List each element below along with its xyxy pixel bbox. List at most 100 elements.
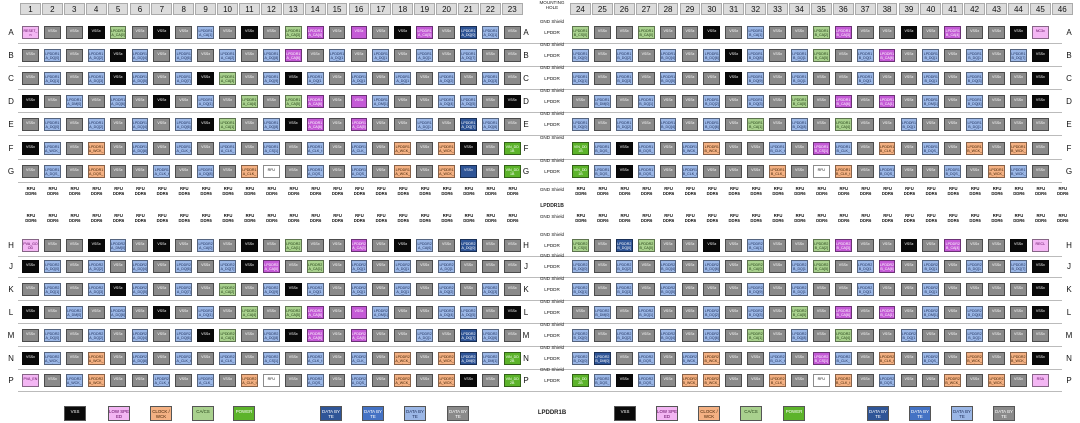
pin-A-13: LPDDR1A_CA[3] — [284, 26, 302, 39]
pin-E-5: VSSx — [109, 118, 127, 131]
row-label-mid-F: F — [523, 144, 529, 153]
pin-D-31: VSSx — [725, 95, 743, 108]
pin-L-27: LPDDR2B_DQ[1] — [637, 306, 655, 319]
pin-D-8: VSSx — [175, 95, 193, 108]
pin-F-27: LPDDR1B_DQS_c — [637, 142, 655, 155]
column-header-37: 37 — [854, 3, 876, 15]
pin-G-25: LPDDR1B_DQS_c — [593, 165, 611, 178]
pin-P-45: RSA — [1031, 374, 1049, 387]
pin-E-29: VSSx — [681, 118, 699, 131]
pin-L-36: LPDDR2B_CA[6] — [834, 306, 852, 319]
pin-N-41: VSSx — [944, 352, 962, 365]
pin-G-6: VSSx — [131, 165, 149, 178]
pin-B-36: VSSx — [834, 49, 852, 62]
pin-P-8: VSSx — [175, 374, 193, 387]
pin-D-18: VSSx — [394, 95, 412, 108]
pin-G-37: VSSx — [856, 165, 874, 178]
pin-E-42: LPDDR1B_DQ[14] — [966, 118, 984, 131]
column-header-7: 7 — [151, 3, 173, 15]
row-label-mid-G: G — [522, 167, 530, 176]
column-header-39: 39 — [898, 3, 920, 15]
pin-H-6: VSSx — [131, 239, 149, 252]
pin-B-31: VSSx — [725, 49, 743, 62]
pin-N-20: LPDDR2A_WCK_c — [438, 352, 455, 365]
pin-G-7: LPDDR1A_CLK_t — [153, 165, 171, 178]
pin-P-38: LPDDR2B_DQS_c — [878, 374, 896, 387]
pin-M-41: VSSx — [944, 329, 962, 342]
pin-A-15: VSSx — [328, 26, 346, 39]
pin-D-25: LPDDR1B_DM[0] — [593, 95, 611, 108]
pin-N-19: VSSx — [416, 352, 434, 365]
row-label-left-M: M — [7, 331, 15, 340]
rfu-band-2-pin-13: RFU DDR6 — [288, 213, 300, 223]
rfu-band-2-pin-44: RFU DDR6 — [1013, 213, 1025, 223]
rfu-band-1-pin-7: RFU DDR6 — [156, 186, 169, 196]
pin-K-40: LPDDR2B_DQ[15] — [922, 283, 940, 296]
pin-A-30: VSSx — [703, 26, 721, 39]
pin-H-34: VSSx — [791, 239, 808, 252]
pin-M-4: LPDDR2A_DQ[2] — [87, 329, 105, 342]
pin-D-15: VSSx — [328, 95, 346, 108]
legend-left-data-byte: DATA BYTE — [404, 406, 426, 421]
pin-M-40: VSSx — [922, 329, 940, 342]
gnd-shield-M: GND Shield — [539, 322, 565, 327]
pin-M-1: VSSx — [22, 329, 39, 342]
pin-P-23: VIN_DD2B — [503, 374, 521, 387]
pin-E-33: VSSx — [769, 118, 786, 131]
pin-P-14: LPDDR2A_DQS_t — [306, 374, 324, 387]
pin-F-24: VIN_DD1B — [572, 142, 589, 155]
pin-E-38: VSSx — [878, 118, 896, 131]
pin-H-23: VSSx — [503, 239, 521, 252]
pin-K-24: LPDDR2B_DQ[1] — [572, 283, 589, 296]
pin-E-15: VSSx — [328, 118, 346, 131]
pin-G-11: LPDDR1A_CLK_c — [241, 165, 258, 178]
pin-E-3: VSSx — [65, 118, 83, 131]
pin-H-2: VSSx — [43, 239, 61, 252]
legend-right-clock-wck: CLOCK /WCK — [698, 406, 720, 421]
pin-P-1: PVA_EN — [22, 374, 39, 387]
row-label-left-H: H — [8, 241, 14, 250]
pin-F-31: VSSx — [725, 142, 743, 155]
pin-F-32: VSSx — [747, 142, 765, 155]
rfu-band-2-pin-25: RFU DDR6 — [597, 213, 609, 223]
rfu-gnd-shield-2: GND Shield — [539, 214, 565, 219]
pin-D-24: VSSx — [572, 95, 589, 108]
pin-J-24: LPDDR2B_DQ[0] — [572, 260, 589, 273]
pin-L-18: VSSx — [394, 306, 412, 319]
pin-P-32: VSSx — [747, 374, 765, 387]
pin-L-11: LPDDR2A_CA[4] — [241, 306, 258, 319]
legend-right-data-byte: DATA BYTE — [993, 406, 1015, 421]
rfu-band-1-pin-4: RFU DDR6 — [90, 186, 103, 196]
pin-E-32: LPDDR1B_CA[1] — [747, 118, 765, 131]
pin-E-28: LPDDR1B_DQ[4] — [659, 118, 677, 131]
pin-E-21: LPDDR1A_DQ[7] — [460, 118, 477, 131]
pin-C-36: VSSx — [834, 72, 852, 85]
row-divider-B — [18, 66, 1062, 67]
pin-K-8: LPDDR2A_DQ[7] — [175, 283, 193, 296]
rfu-band-1-pin-29: RFU DDR6 — [684, 186, 697, 196]
pin-N-10: LPDDR2A_CLK_c — [219, 352, 236, 365]
pin-H-43: VSSx — [988, 239, 1005, 252]
pin-B-13: LPDDR1A_CA[6] — [284, 49, 302, 62]
pin-C-12: LPDDR1A_DQ[9] — [262, 72, 280, 85]
column-header-24: 24 — [570, 3, 591, 15]
rfu-band-1-pin-44: RFU DDR6 — [1013, 186, 1025, 196]
pin-F-29: LPDDR1B_WCK_t — [681, 142, 699, 155]
pin-B-14: VSSx — [306, 49, 324, 62]
pin-P-20: LPDDR2A_WCK_c — [438, 374, 455, 387]
legend-right-data-byte: DATA BYTE — [909, 406, 931, 421]
row-label-right-E: E — [1066, 120, 1072, 129]
pin-N-30: LPDDR2B_WCK_c — [703, 352, 721, 365]
pin-B-19: LPDDR1A_DQ[14] — [416, 49, 434, 62]
pin-H-8: VSSx — [175, 239, 193, 252]
pin-J-44: LPDDR2B_DQ[7] — [1010, 260, 1027, 273]
pin-L-30: LPDDR2B_DQ[2] — [703, 306, 721, 319]
pin-G-35: RFU — [812, 165, 830, 178]
pin-E-1: VSSx — [22, 118, 39, 131]
pin-F-13: VSSx — [284, 142, 302, 155]
pin-D-35: VSSx — [812, 95, 830, 108]
pin-G-41: LPDDR1B_DQS_t — [944, 165, 962, 178]
column-header-19: 19 — [414, 3, 436, 15]
pin-J-41: VSSx — [944, 260, 962, 273]
